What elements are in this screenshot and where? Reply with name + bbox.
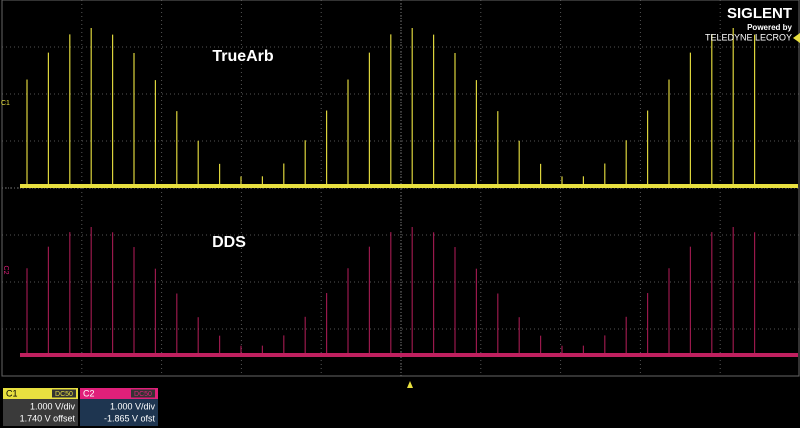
channel-header — [80, 388, 158, 399]
coupling: DC50 — [134, 391, 152, 398]
scale: 1.000 V/div — [110, 401, 156, 411]
baseline-trace — [20, 184, 798, 188]
trigger-level — [793, 33, 800, 43]
trace-label: TrueArb — [212, 48, 274, 65]
channel-name: C1 — [6, 388, 18, 398]
baseline-trace — [20, 353, 798, 357]
channel-box: C2 DC50 1.000 V/div -1.865 V ofst — [80, 388, 158, 426]
coupling: DC50 — [55, 391, 73, 398]
scale: 1.000 V/div — [30, 401, 76, 411]
logo-brand: SIGLENT — [727, 5, 792, 22]
channel-marker: C1 — [1, 100, 10, 107]
trigger-position — [407, 381, 413, 388]
coupling-tag — [52, 389, 76, 398]
channel-marker: C2 — [2, 266, 9, 275]
offset: -1.865 V ofst — [104, 413, 156, 423]
channel-header — [3, 388, 78, 399]
logo-powered: Powered by — [747, 23, 792, 32]
channel-body — [3, 399, 78, 426]
coupling-tag — [131, 389, 155, 398]
channel-name: C2 — [83, 388, 95, 398]
channel-body — [80, 399, 158, 426]
waveforms — [20, 28, 798, 357]
logo-maker: TELEDYNE LECROY — [705, 32, 792, 42]
offset: 1.740 V offset — [20, 413, 76, 423]
screen-border — [1, 0, 800, 377]
trace-label: DDS — [212, 234, 246, 251]
channel-box: C1 DC50 1.000 V/div 1.740 V offset — [3, 388, 78, 426]
